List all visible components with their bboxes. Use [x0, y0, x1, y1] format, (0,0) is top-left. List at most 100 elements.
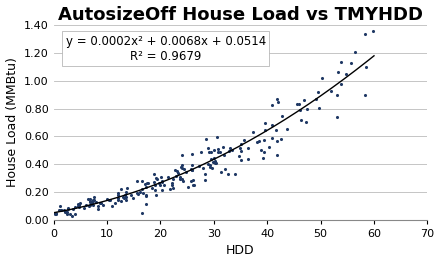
Point: [370, 29, 377, 34]
Point: [52, 212, 59, 216]
Point: [65, 207, 72, 211]
Point: [81, 206, 88, 210]
Point: [258, 148, 265, 152]
Point: [179, 163, 186, 167]
Point: [76, 201, 83, 205]
Point: [337, 82, 344, 86]
Point: [89, 199, 96, 203]
Point: [199, 166, 206, 170]
Point: [151, 183, 158, 188]
Point: [180, 167, 187, 171]
Point: [190, 178, 197, 182]
Point: [362, 93, 369, 97]
Point: [179, 166, 186, 170]
Point: [141, 182, 148, 186]
Point: [260, 150, 267, 154]
Point: [238, 158, 245, 162]
Point: [136, 190, 143, 195]
Point: [123, 186, 130, 190]
Point: [97, 201, 104, 205]
Point: [90, 195, 97, 200]
Point: [91, 198, 98, 202]
Point: [269, 123, 276, 127]
Point: [82, 203, 89, 207]
Point: [122, 189, 129, 194]
Point: [352, 50, 359, 54]
Point: [278, 137, 285, 141]
X-axis label: HDD: HDD: [226, 244, 255, 257]
Point: [278, 114, 285, 118]
Point: [57, 208, 64, 212]
Point: [249, 130, 257, 134]
Point: [212, 159, 219, 163]
Point: [334, 69, 341, 74]
Point: [211, 155, 218, 160]
Point: [214, 150, 221, 154]
Point: [151, 172, 158, 176]
Point: [260, 138, 268, 142]
Point: [202, 171, 209, 176]
Point: [275, 100, 282, 104]
Point: [232, 171, 239, 176]
Point: [261, 121, 268, 125]
Point: [68, 214, 75, 218]
Point: [75, 205, 82, 209]
Point: [206, 163, 213, 167]
Point: [224, 171, 231, 176]
Point: [315, 106, 322, 110]
Point: [63, 212, 70, 216]
Point: [87, 199, 94, 203]
Point: [117, 199, 125, 203]
Point: [153, 193, 160, 198]
Point: [56, 204, 63, 208]
Point: [175, 171, 182, 175]
Point: [139, 191, 147, 195]
Point: [157, 175, 164, 179]
Point: [144, 181, 151, 185]
Point: [114, 191, 121, 195]
Point: [220, 153, 227, 157]
Point: [205, 150, 212, 154]
Point: [235, 154, 242, 158]
Point: [90, 203, 97, 207]
Point: [158, 180, 165, 184]
Point: [139, 179, 146, 183]
Point: [212, 160, 219, 165]
Point: [76, 203, 83, 208]
Point: [115, 195, 122, 200]
Point: [161, 183, 168, 187]
Point: [166, 186, 173, 191]
Point: [188, 168, 195, 172]
Point: [115, 198, 122, 202]
Point: [187, 167, 194, 171]
Point: [259, 156, 266, 160]
Point: [333, 93, 340, 97]
Point: [159, 179, 166, 183]
Point: [191, 183, 198, 188]
Point: [240, 138, 247, 142]
Point: [244, 146, 251, 151]
Point: [51, 211, 58, 215]
Point: [268, 136, 275, 140]
Point: [138, 211, 145, 215]
Point: [179, 179, 186, 183]
Point: [97, 201, 104, 205]
Point: [238, 141, 245, 146]
Point: [154, 176, 161, 181]
Point: [173, 169, 180, 173]
Point: [99, 203, 106, 207]
Point: [229, 148, 236, 153]
Point: [176, 174, 183, 179]
Point: [363, 64, 370, 69]
Point: [298, 118, 305, 122]
Point: [319, 75, 326, 80]
Point: [188, 152, 195, 156]
Point: [52, 210, 59, 215]
Point: [134, 179, 141, 183]
Point: [58, 208, 65, 212]
Point: [52, 212, 59, 216]
Point: [60, 208, 67, 212]
Point: [74, 204, 81, 208]
Point: [143, 201, 150, 206]
Point: [86, 199, 93, 204]
